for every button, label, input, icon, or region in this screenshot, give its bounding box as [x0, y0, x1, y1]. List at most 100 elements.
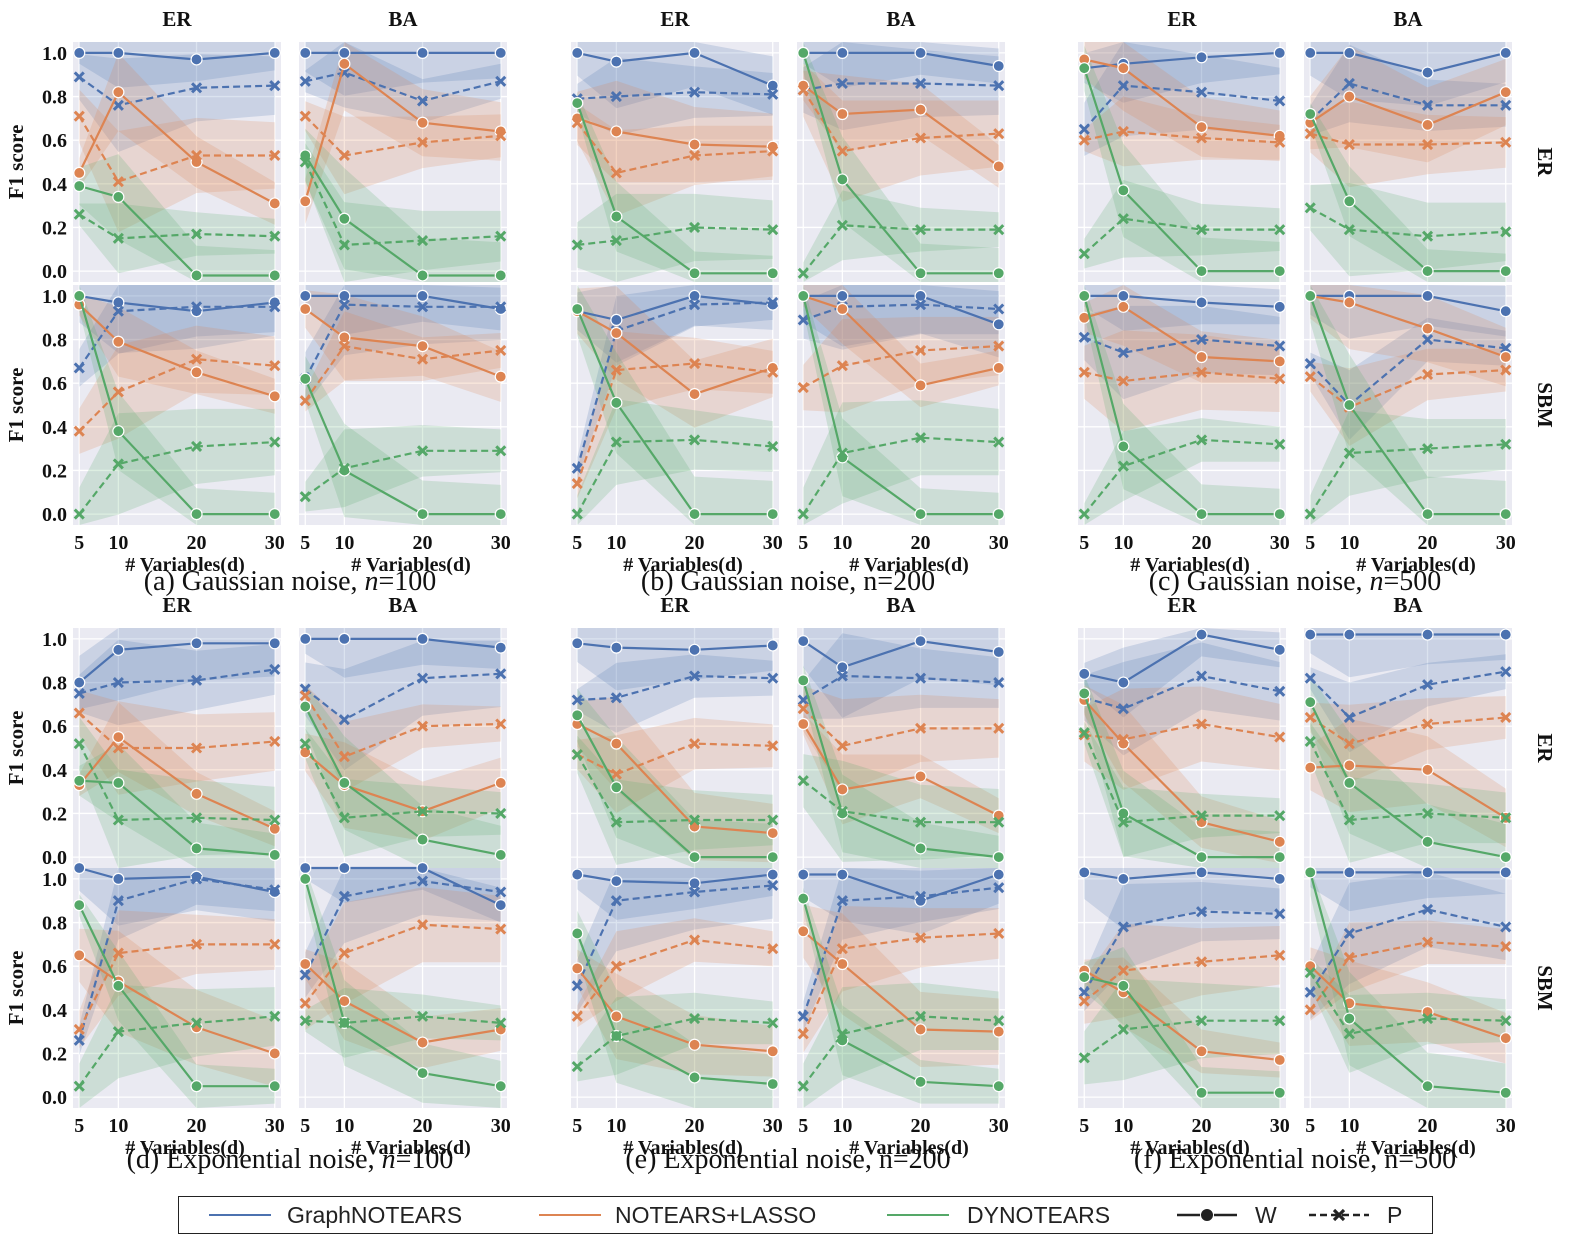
- marker-x-notears-lasso-p: [767, 740, 779, 752]
- marker-x-notears-lasso-p: [1343, 138, 1355, 151]
- marker-stroke: [1274, 340, 1286, 352]
- ci-band-graphnotears-w: [577, 628, 773, 691]
- marker-stroke: [1274, 373, 1286, 385]
- marker-x-dynotears-p: [1304, 202, 1316, 214]
- marker-x-dynotears-p: [190, 440, 203, 453]
- marker-stroke: [1421, 718, 1434, 730]
- x-tick-label: 20: [413, 532, 433, 554]
- marker-stroke: [797, 1010, 809, 1022]
- marker-x-graphnotears-p: [1343, 711, 1355, 724]
- marker-stroke: [1343, 224, 1355, 236]
- x-tick-label: 20: [187, 532, 207, 554]
- ci-band-notears-lasso-p: [1310, 920, 1506, 1021]
- marker-stroke: [688, 934, 701, 946]
- marker-stroke: [1195, 86, 1208, 98]
- marker-stroke: [1078, 995, 1090, 1007]
- series-line-notears-lasso-w: [78, 303, 276, 398]
- marker-x-dynotears-p: [338, 239, 350, 251]
- marker-x-graphnotears-p: [610, 692, 622, 704]
- x-axis-label: # Variables(d): [1356, 1137, 1475, 1159]
- marker-x-dynotears-p: [836, 447, 848, 459]
- marker-stroke: [1078, 986, 1090, 998]
- ci-band-graphnotears-p: [305, 640, 501, 771]
- marker-x-graphnotears-p: [416, 672, 429, 684]
- marker-x-graphnotears-p: [1274, 908, 1286, 920]
- marker-x-graphnotears-p: [1195, 333, 1208, 346]
- marker-stroke: [1274, 136, 1286, 148]
- marker-stroke: [190, 301, 203, 313]
- marker-stroke: [112, 176, 124, 188]
- marker-x-notears-lasso-p: [416, 136, 429, 148]
- marker-x-dynotears-p: [688, 814, 701, 826]
- y-tick-label: 1.0: [42, 43, 67, 65]
- marker-dot-notears-lasso-w: [610, 1010, 623, 1023]
- marker-stroke: [1304, 371, 1316, 383]
- series-line-notears-lasso-w: [576, 967, 773, 1053]
- ci-band-notears-lasso-w: [803, 285, 999, 408]
- series-line-dynotears-p: [802, 1015, 999, 1087]
- marker-dot-notears-lasso-w: [1421, 322, 1434, 335]
- marker-stroke: [416, 875, 429, 887]
- marker-stroke: [1117, 347, 1129, 359]
- marker-dot-notears-lasso-w: [1273, 355, 1286, 368]
- marker-dot-dynotears-w: [338, 776, 351, 790]
- marker-stroke: [1117, 125, 1129, 138]
- marker-x-notears-lasso-p: [299, 395, 311, 407]
- marker-dot-graphnotears-w: [1195, 296, 1208, 309]
- marker-dot-graphnotears-w: [797, 634, 810, 648]
- marker-dot-dynotears-w: [1304, 107, 1317, 121]
- marker-stroke: [338, 1017, 350, 1029]
- marker-x-graphnotears-p: [688, 86, 701, 98]
- marker-dot-graphnotears-w: [1078, 866, 1091, 879]
- y-tick-label: 0.8: [42, 87, 67, 109]
- marker-dot-dynotears-w: [610, 781, 623, 794]
- panel-e-sbm-ba-bg: [797, 868, 1005, 1108]
- ci-band-graphnotears-w: [1310, 628, 1506, 678]
- series-line-notears-lasso-p: [1084, 722, 1280, 741]
- marker-stroke: [269, 1010, 281, 1022]
- marker-stroke: [190, 228, 203, 240]
- marker-x-dynotears-p: [767, 1017, 779, 1029]
- marker-x-graphnotears-p: [993, 80, 1005, 92]
- series-line-dynotears-p: [1083, 1019, 1280, 1059]
- marker-dot-dynotears-w: [914, 1075, 927, 1088]
- marker-stroke: [299, 997, 311, 1009]
- marker-x-dynotears-p: [495, 445, 507, 457]
- series-line-graphnotears-w: [79, 51, 275, 61]
- marker-stroke: [112, 814, 124, 826]
- marker-dot-graphnotears-w: [299, 46, 312, 60]
- x-tick-label: 5: [798, 1115, 808, 1137]
- marker-dot-dynotears-w: [268, 1080, 281, 1093]
- marker-stroke: [269, 301, 281, 313]
- marker-x-notears-lasso-p: [269, 735, 281, 748]
- marker-x-graphnotears-p: [1195, 906, 1208, 918]
- marker-dot-dynotears-w: [1117, 979, 1130, 992]
- series-line-dynotears-p: [802, 436, 999, 515]
- ci-band-dynotears-p: [577, 399, 773, 525]
- x-tick-label: 5: [572, 1115, 582, 1137]
- ci-band-dynotears-p: [305, 425, 501, 512]
- marker-x-notears-lasso-p: [1117, 125, 1129, 138]
- marker-x-notears-lasso-p: [190, 742, 203, 754]
- marker-x-notears-lasso-p: [1117, 733, 1129, 745]
- ci-band-notears-lasso-w: [1310, 718, 1506, 848]
- marker-x-notears-lasso-p: [338, 947, 350, 959]
- marker-stroke: [610, 364, 622, 376]
- marker-x-graphnotears-p: [1421, 903, 1434, 916]
- marker-x-dynotears-p: [495, 807, 507, 820]
- series-line-dynotears-w: [802, 680, 999, 859]
- marker-stroke: [1195, 956, 1208, 968]
- marker-x-notears-lasso-p: [914, 932, 927, 944]
- marker-x-notears-lasso-p: [1274, 373, 1286, 385]
- series-line-notears-lasso-p: [802, 89, 999, 153]
- marker-x-dynotears-p: [1117, 1023, 1129, 1036]
- marker-x-dynotears-p: [767, 440, 779, 453]
- marker-stroke: [495, 718, 507, 730]
- marker-dot-dynotears-w: [1343, 1012, 1356, 1025]
- panel-c-er-er-bg: [1078, 42, 1286, 282]
- marker-x-dynotears-p: [190, 812, 203, 824]
- marker-x-notears-lasso-p: [73, 110, 85, 122]
- marker-dot-notears-lasso-w: [992, 361, 1005, 375]
- marker-dot-dynotears-w: [1078, 687, 1091, 700]
- marker-dot-notears-lasso-w: [571, 962, 584, 975]
